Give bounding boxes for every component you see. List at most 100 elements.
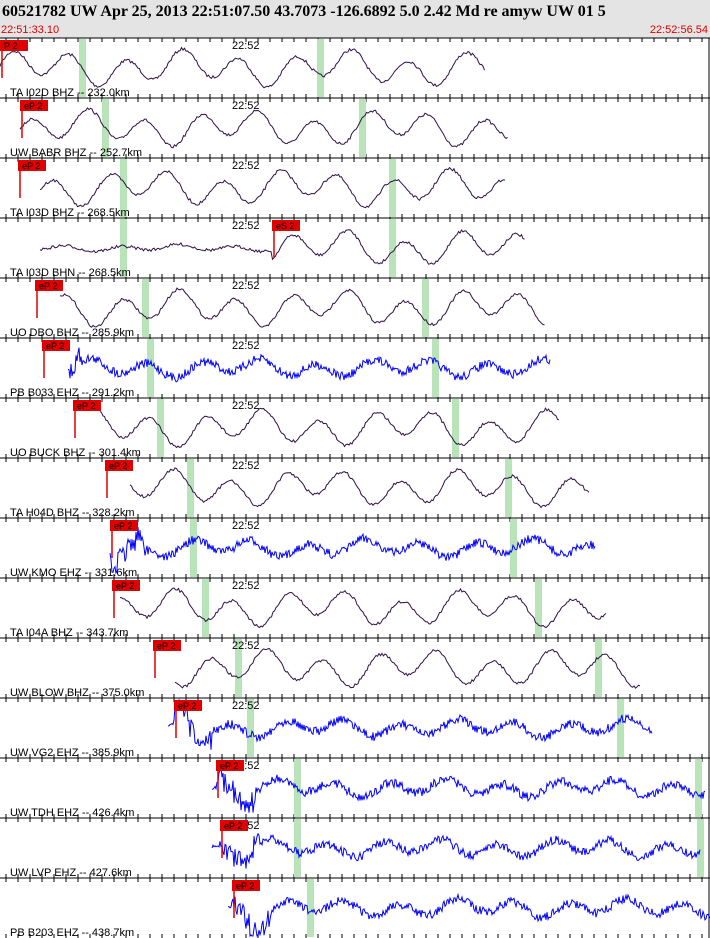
phase-window [422,279,429,337]
station-label: TA I02D BHZ -- 232.0km [10,87,130,99]
pick-flag [232,880,260,891]
time-mark: 22:52 [232,400,260,412]
station-label: TA H04D BHZ -- 328.2km [10,507,135,519]
time-mark: 22:52 [232,40,260,52]
waveform [211,832,701,869]
station-label: TA I03D BHN -- 268.5km [10,267,131,279]
waveform [129,467,590,509]
waveform [109,527,596,574]
pick-label: eP 2 [220,761,238,771]
pick-label: eP 2 [157,641,175,651]
pick-flag [272,220,300,231]
phase-window [452,399,459,457]
waveform [0,46,485,89]
waveform [99,407,560,449]
phase-window [595,639,602,697]
time-mark: 22:52 [232,220,260,232]
pick-flag [216,760,244,771]
waveform [19,107,508,149]
station-label: UW BABR BHZ -- 252.7km [10,147,142,159]
phase-window [359,99,366,157]
pick-label: eP 2 [24,101,42,111]
phase-window [294,819,301,877]
pick-flag [42,340,70,351]
time-mark: 22:52 [232,100,260,112]
phase-window [247,699,254,757]
phase-window [505,459,512,517]
pick-flag [20,100,48,111]
pick-label: eP 2 [22,161,40,171]
event-title: 60521782 UW Apr 25, 2013 22:51:07.50 43.… [2,3,606,20]
waveform [119,587,607,629]
waveform [227,892,710,938]
pick-flag [35,280,63,291]
phase-window [142,279,149,337]
time-mark: 22:52 [232,520,260,532]
station-label: UW TDH EHZ -- 426.4km [10,807,134,819]
waveform [39,229,525,265]
pick-label: eP 2 [46,341,64,351]
station-label: TA I03D BHZ -- 268.5km [10,207,130,219]
pick-label: eP 2 [114,521,132,531]
waveform [211,767,706,813]
phase-window [190,519,197,577]
waveform [39,166,506,209]
phase-window [307,879,314,937]
pick-label: eS 2 [276,221,295,231]
waveform [67,347,551,383]
phase-window [617,699,624,757]
phase-window [697,819,704,877]
phase-window [432,339,439,397]
pick-flag [0,40,28,51]
phase-window [147,339,154,397]
start-time: 22:51:33.10 [1,24,59,36]
station-label: UO BUCK BHZ -- 301.4km [10,447,141,459]
phase-window [120,159,127,217]
pick-label: P 2 [4,41,17,51]
time-mark: 22:52 [232,580,260,592]
time-mark: 22:52 [232,160,260,172]
station-label: UO DBO BHZ -- 285.9km [10,327,134,339]
station-label: UW BLOW BHZ -- 375.0km [10,687,144,699]
pick-flag [174,700,202,711]
time-mark: 22:52 [232,700,260,712]
phase-window [120,219,127,277]
pick-label: eP 2 [236,881,254,891]
station-label: PB B033 EHZ -- 291.2km [10,387,134,399]
header-bar [0,0,710,38]
station-label: UW LVP EHZ -- 427.6km [10,867,132,879]
time-mark: 22:52 [232,340,260,352]
waveform [174,648,641,689]
waveform [59,287,545,328]
phase-window [510,519,517,577]
pick-label: eP 2 [224,821,242,831]
time-mark: 22:52 [232,640,260,652]
phase-window [535,579,542,637]
pick-label: eP 2 [109,461,127,471]
pick-flag [112,580,140,591]
waveform [167,698,653,750]
station-label: UW KMO EHZ -- 331.6km [10,567,137,579]
pick-flag [73,400,101,411]
pick-label: eP 2 [39,281,57,291]
pick-flag [153,640,181,651]
pick-flag [18,160,46,171]
pick-flag [110,520,138,531]
pick-label: eP 2 [178,701,196,711]
phase-window [389,219,396,277]
phase-window [187,459,194,517]
station-label: UW VG2 EHZ -- 385.9km [10,747,134,759]
station-label: PB B203 EHZ -- 438.7km [10,927,134,938]
phase-window [235,639,242,697]
pick-flag [105,460,133,471]
phase-window [695,759,702,817]
time-mark: 22:52 [232,460,260,472]
pick-label: eP 2 [116,581,134,591]
phase-window [317,39,324,97]
time-mark: 22:52 [232,280,260,292]
phase-window [202,579,209,637]
phase-window [389,159,396,217]
station-label: TA I04A BHZ -- 343.7km [10,627,128,639]
end-time: 22:52:56.54 [650,24,708,36]
